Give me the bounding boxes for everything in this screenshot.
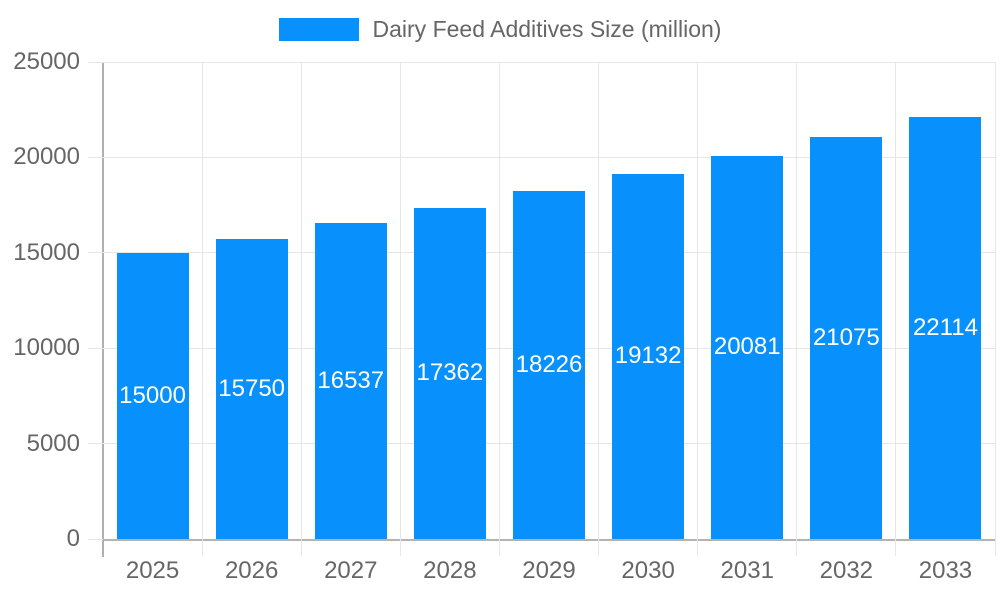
gridline-x-boundary bbox=[895, 62, 897, 556]
gridline-x-boundary bbox=[994, 62, 996, 556]
gridline-x-boundary bbox=[697, 62, 699, 556]
bar-value-label: 15750 bbox=[218, 374, 286, 402]
bar-2030[interactable] bbox=[612, 173, 685, 539]
y-axis-tick-label: 15000 bbox=[13, 238, 80, 266]
bar-value-label: 18226 bbox=[515, 351, 583, 379]
x-axis-line bbox=[103, 539, 995, 541]
x-axis-tick-label: 2029 bbox=[522, 557, 576, 584]
gridline-x-boundary bbox=[796, 62, 798, 556]
bar-value-label: 19132 bbox=[614, 342, 682, 370]
y-axis-tick-label: 25000 bbox=[13, 48, 80, 75]
bar-2025[interactable] bbox=[116, 252, 189, 539]
plot-area: 15000 15750 16537 17362 18226 19132 20081 21075… bbox=[88, 61, 996, 557]
bar-2027[interactable] bbox=[314, 223, 387, 539]
x-axis-tick-label: 2030 bbox=[621, 557, 675, 584]
bar-2033[interactable] bbox=[909, 117, 982, 539]
bar-2032[interactable] bbox=[810, 136, 883, 539]
y-axis-tick-label: 20000 bbox=[13, 143, 80, 171]
bar-value-label: 16537 bbox=[317, 367, 385, 395]
bar-2029[interactable] bbox=[513, 191, 585, 539]
bar-value-label: 20081 bbox=[713, 333, 781, 361]
gridline-x-boundary bbox=[498, 62, 500, 556]
bar-value-label: 22114 bbox=[912, 314, 978, 342]
legend-label: Dairy Feed Additives Size (million) bbox=[372, 16, 722, 42]
bar-value-label: 15000 bbox=[119, 381, 186, 409]
x-axis-tick-label: 2027 bbox=[324, 557, 378, 584]
y-axis-line bbox=[102, 62, 104, 557]
x-axis-tick-label: 2026 bbox=[224, 557, 279, 584]
x-axis-tick-label: 2031 bbox=[720, 557, 774, 584]
gridline-x-boundary bbox=[300, 62, 302, 556]
legend[interactable]: Dairy Feed Additives Size (million) bbox=[0, 18, 1000, 41]
gridline-x-boundary bbox=[399, 62, 401, 556]
y-axis-tick-label: 0 bbox=[66, 525, 80, 552]
gridline-y-25000 bbox=[88, 61, 995, 63]
x-axis-tick-label: 2033 bbox=[918, 557, 973, 584]
bar-2031[interactable] bbox=[711, 155, 784, 539]
gridline-x-boundary bbox=[598, 62, 600, 556]
y-tick-0 bbox=[88, 538, 103, 540]
y-axis-tick-label: 10000 bbox=[13, 334, 80, 362]
bar-value-label: 21075 bbox=[812, 323, 880, 351]
x-axis-tick-label: 2032 bbox=[819, 557, 874, 584]
gridline-y-20000 bbox=[88, 156, 995, 158]
bar-value-label: 17362 bbox=[416, 359, 484, 387]
x-axis-tick-label: 2028 bbox=[423, 557, 477, 584]
x-axis-tick-label: 2025 bbox=[125, 557, 180, 584]
bar-2028[interactable] bbox=[413, 207, 486, 539]
bar-2026[interactable] bbox=[215, 238, 288, 539]
gridline-x-boundary bbox=[201, 62, 203, 556]
legend-swatch-icon bbox=[278, 18, 359, 41]
y-axis-tick-label: 5000 bbox=[26, 429, 80, 457]
